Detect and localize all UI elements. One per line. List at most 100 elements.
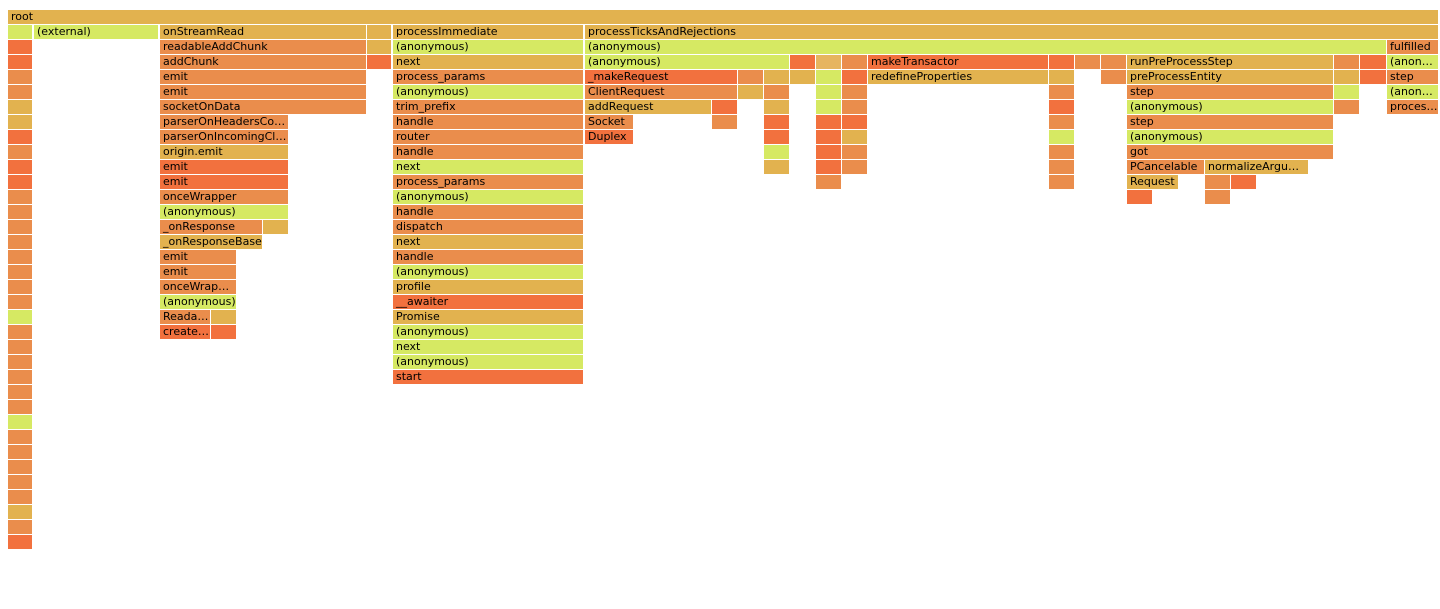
flame-frame-unlabeled[interactable] <box>8 475 33 489</box>
flame-frame[interactable]: step <box>1127 115 1334 129</box>
flame-frame[interactable]: (anonymous) <box>160 205 289 219</box>
flame-frame-unlabeled[interactable] <box>842 85 868 99</box>
flame-frame-unlabeled[interactable] <box>8 430 33 444</box>
flame-frame-unlabeled[interactable] <box>8 220 33 234</box>
flame-frame-unlabeled[interactable] <box>8 355 33 369</box>
flame-frame-unlabeled[interactable] <box>816 145 842 159</box>
flame-frame[interactable]: Socket <box>585 115 634 129</box>
flame-frame-unlabeled[interactable] <box>8 250 33 264</box>
flame-frame[interactable]: handle <box>393 250 584 264</box>
flame-frame[interactable]: (anonymous) <box>393 85 584 99</box>
flame-frame[interactable]: (anonymous) <box>393 40 584 54</box>
flame-frame-unlabeled[interactable] <box>816 175 842 189</box>
flame-frame-unlabeled[interactable] <box>263 220 289 234</box>
flame-frame-unlabeled[interactable] <box>8 205 33 219</box>
flame-frame-unlabeled[interactable] <box>1360 55 1387 69</box>
flame-frame-unlabeled[interactable] <box>1101 55 1127 69</box>
flame-frame[interactable]: (anonymous) <box>1127 130 1334 144</box>
flame-frame-unlabeled[interactable] <box>1360 70 1387 84</box>
flame-frame[interactable]: (anonymous) <box>393 325 584 339</box>
flame-frame[interactable]: origin.emit <box>160 145 289 159</box>
flame-frame[interactable]: (anony… <box>1387 55 1439 69</box>
flame-frame-unlabeled[interactable] <box>8 115 33 129</box>
flame-frame[interactable]: Request <box>1127 175 1179 189</box>
flame-frame-unlabeled[interactable] <box>1231 175 1257 189</box>
flame-frame-unlabeled[interactable] <box>211 310 237 324</box>
flame-frame[interactable]: process_params <box>393 70 584 84</box>
flame-frame-unlabeled[interactable] <box>1049 160 1075 174</box>
flame-frame-unlabeled[interactable] <box>764 160 790 174</box>
flame-frame-unlabeled[interactable] <box>816 130 842 144</box>
flame-frame-unlabeled[interactable] <box>842 100 868 114</box>
flame-frame-unlabeled[interactable] <box>764 145 790 159</box>
flame-frame-unlabeled[interactable] <box>842 55 868 69</box>
flame-frame-unlabeled[interactable] <box>8 490 33 504</box>
flame-frame-unlabeled[interactable] <box>8 85 33 99</box>
flame-frame[interactable]: proces… <box>1387 100 1439 114</box>
flame-frame-unlabeled[interactable] <box>367 55 392 69</box>
flame-frame[interactable]: PCancelable <box>1127 160 1205 174</box>
flame-frame-unlabeled[interactable] <box>816 115 842 129</box>
flame-frame[interactable]: _makeRequest <box>585 70 738 84</box>
flame-frame-unlabeled[interactable] <box>764 70 790 84</box>
flame-frame[interactable]: readableAddChunk <box>160 40 367 54</box>
flame-frame-unlabeled[interactable] <box>1049 100 1075 114</box>
flame-frame-unlabeled[interactable] <box>8 325 33 339</box>
flame-frame-unlabeled[interactable] <box>1334 85 1360 99</box>
flame-frame-unlabeled[interactable] <box>842 115 868 129</box>
flame-frame[interactable]: onStreamRead <box>160 25 367 39</box>
flame-frame-unlabeled[interactable] <box>1049 145 1075 159</box>
flame-frame[interactable]: Promise <box>393 310 584 324</box>
flame-frame[interactable]: Readab… <box>160 310 211 324</box>
flame-frame-unlabeled[interactable] <box>816 85 842 99</box>
flame-frame[interactable]: (external) <box>34 25 159 39</box>
flame-frame-unlabeled[interactable] <box>8 265 33 279</box>
flame-frame-unlabeled[interactable] <box>8 460 33 474</box>
flame-frame-unlabeled[interactable] <box>8 175 33 189</box>
flame-frame[interactable]: makeTransactor <box>868 55 1049 69</box>
flame-frame-unlabeled[interactable] <box>8 295 33 309</box>
flame-frame[interactable]: fulfilled <box>1387 40 1439 54</box>
flame-frame[interactable]: handle <box>393 205 584 219</box>
flame-frame[interactable]: emit <box>160 85 367 99</box>
flame-frame-unlabeled[interactable] <box>712 100 738 114</box>
flame-frame-unlabeled[interactable] <box>1075 55 1101 69</box>
flame-frame-unlabeled[interactable] <box>8 55 33 69</box>
flame-frame[interactable]: step <box>1387 70 1439 84</box>
flame-frame[interactable]: handle <box>393 115 584 129</box>
flame-frame[interactable]: preProcessEntity <box>1127 70 1334 84</box>
flame-frame-unlabeled[interactable] <box>8 400 33 414</box>
flame-frame-unlabeled[interactable] <box>367 40 392 54</box>
flame-frame[interactable]: processImmediate <box>393 25 584 39</box>
flame-frame-unlabeled[interactable] <box>1334 55 1360 69</box>
flame-frame[interactable]: onceWrapper <box>160 280 237 294</box>
flame-frame[interactable]: step <box>1127 85 1334 99</box>
flame-frame-unlabeled[interactable] <box>1049 115 1075 129</box>
flame-frame-unlabeled[interactable] <box>764 100 790 114</box>
flame-frame-unlabeled[interactable] <box>842 160 868 174</box>
flame-frame[interactable]: runPreProcessStep <box>1127 55 1334 69</box>
flame-frame-unlabeled[interactable] <box>1127 190 1153 204</box>
flame-frame[interactable]: (anonymous) <box>393 190 584 204</box>
flame-frame[interactable]: emit <box>160 160 289 174</box>
flame-frame-unlabeled[interactable] <box>8 160 33 174</box>
flame-frame[interactable]: emit <box>160 265 237 279</box>
flame-frame-unlabeled[interactable] <box>8 190 33 204</box>
flame-frame-unlabeled[interactable] <box>1049 175 1075 189</box>
flame-frame-unlabeled[interactable] <box>1101 70 1127 84</box>
flame-frame-unlabeled[interactable] <box>8 100 33 114</box>
flame-frame-unlabeled[interactable] <box>8 340 33 354</box>
flame-frame[interactable]: process_params <box>393 175 584 189</box>
flame-frame[interactable]: emit <box>160 175 289 189</box>
flame-frame-unlabeled[interactable] <box>8 235 33 249</box>
flame-frame-unlabeled[interactable] <box>790 70 816 84</box>
flame-frame-unlabeled[interactable] <box>1205 190 1231 204</box>
flame-frame[interactable]: __awaiter <box>393 295 584 309</box>
flame-frame[interactable]: processTicksAndRejections <box>585 25 1439 39</box>
flame-frame[interactable]: emit <box>160 70 367 84</box>
flame-frame[interactable]: root <box>8 10 1439 24</box>
flame-frame-unlabeled[interactable] <box>1049 85 1075 99</box>
flame-frame-unlabeled[interactable] <box>8 445 33 459</box>
flame-frame-unlabeled[interactable] <box>1205 175 1231 189</box>
flame-frame[interactable]: profile <box>393 280 584 294</box>
